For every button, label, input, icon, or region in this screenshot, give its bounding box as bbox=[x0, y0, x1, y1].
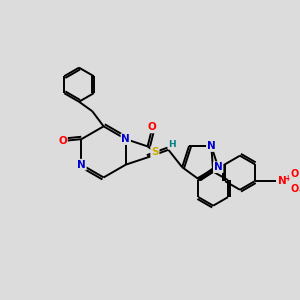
Text: O: O bbox=[290, 184, 298, 194]
Text: N: N bbox=[122, 134, 130, 144]
Text: O: O bbox=[148, 122, 157, 133]
Text: O: O bbox=[58, 136, 67, 146]
Text: N: N bbox=[214, 162, 223, 172]
Text: O: O bbox=[290, 169, 298, 179]
Text: S: S bbox=[151, 147, 159, 157]
Text: N: N bbox=[278, 176, 286, 186]
Text: H: H bbox=[168, 140, 176, 148]
Text: N: N bbox=[207, 141, 216, 151]
Text: +: + bbox=[285, 174, 291, 183]
Text: N: N bbox=[77, 160, 86, 170]
Text: -: - bbox=[298, 186, 300, 196]
